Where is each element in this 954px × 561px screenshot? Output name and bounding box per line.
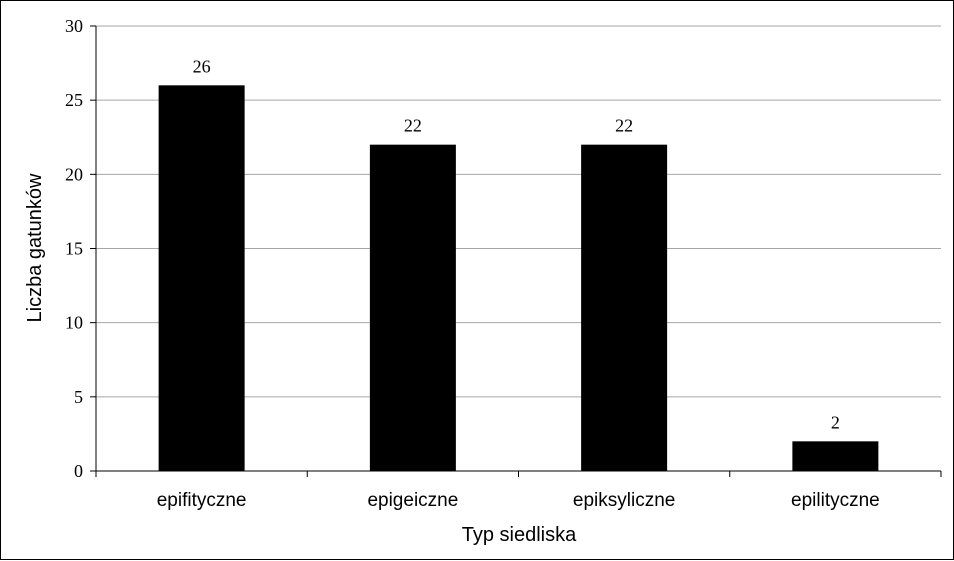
category-labels: epifityczne epigeiczne epiksyliczne epility… [157,490,880,511]
data-label-epiksyliczne: 22 [615,116,633,136]
bars [158,85,879,471]
category-label-epilityczne: epilityczne [791,490,880,511]
data-label-epilityczne: 2 [831,412,840,432]
y-tick-label: 0 [74,461,83,481]
y-tick-label: 30 [65,16,83,36]
y-tick-labels: 0 5 10 15 20 25 30 [65,16,83,481]
bar-epigeiczne [369,144,456,471]
y-tick-label: 15 [65,239,83,259]
category-label-epifityczne: epifityczne [157,490,247,511]
y-tick-label: 25 [65,90,83,110]
axes [90,25,942,477]
bar-epilityczne [792,441,879,471]
y-tick-label: 10 [65,313,83,333]
y-tick-label: 20 [65,164,83,184]
data-label-epigeiczne: 22 [404,116,422,136]
data-label-epifityczne: 26 [193,56,211,76]
y-axis-title: Liczba gatunków [24,173,46,323]
y-tick-label: 5 [74,387,83,407]
x-axis-title: Typ siedliska [462,524,577,546]
bar-epiksyliczne [581,144,668,471]
bar-epifityczne [158,85,245,471]
category-label-epigeiczne: epigeiczne [367,490,458,511]
category-label-epiksyliczne: epiksyliczne [573,490,675,511]
